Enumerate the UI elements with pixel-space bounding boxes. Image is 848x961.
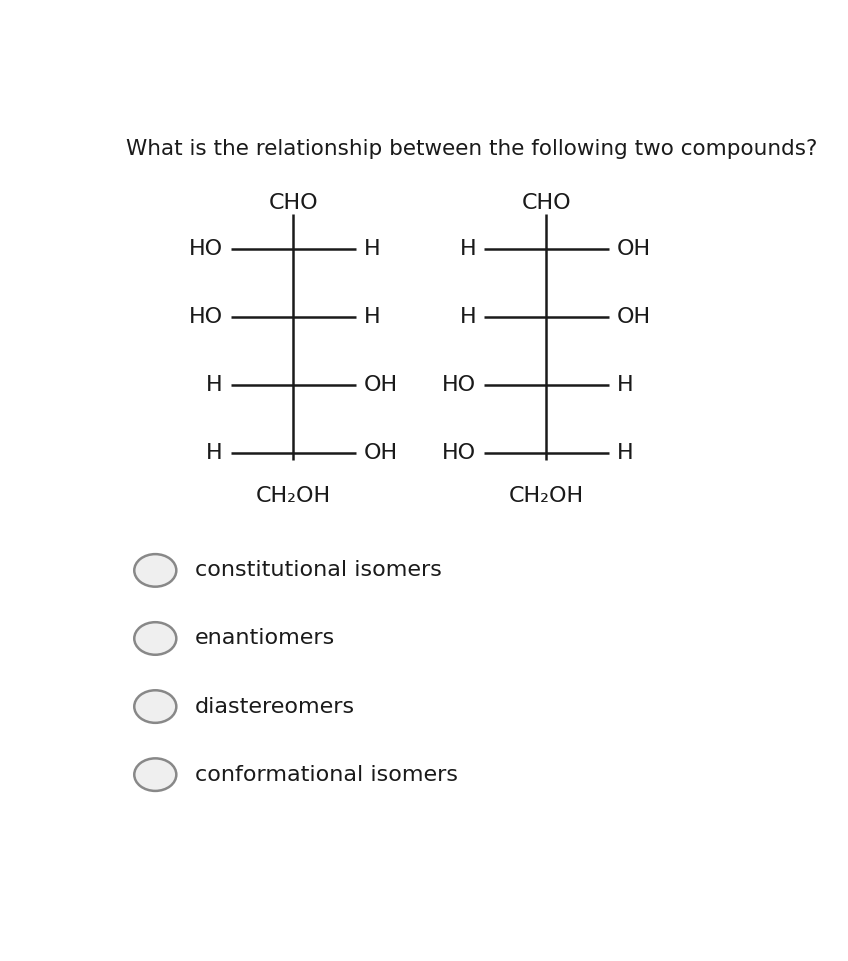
Text: OH: OH — [364, 443, 398, 463]
Text: conformational isomers: conformational isomers — [195, 765, 458, 784]
Text: H: H — [616, 443, 633, 463]
Text: OH: OH — [616, 238, 650, 259]
Text: H: H — [616, 375, 633, 395]
Text: OH: OH — [364, 375, 398, 395]
Text: CH₂OH: CH₂OH — [256, 486, 331, 506]
Text: H: H — [364, 238, 380, 259]
Text: H: H — [460, 307, 476, 327]
Text: H: H — [460, 238, 476, 259]
Text: constitutional isomers: constitutional isomers — [195, 560, 442, 580]
Text: HO: HO — [442, 375, 476, 395]
Text: HO: HO — [189, 307, 223, 327]
Ellipse shape — [134, 554, 176, 586]
Text: What is the relationship between the following two compounds?: What is the relationship between the fol… — [126, 139, 817, 159]
Text: HO: HO — [189, 238, 223, 259]
Ellipse shape — [134, 622, 176, 654]
Text: CHO: CHO — [269, 193, 318, 213]
Text: OH: OH — [616, 307, 650, 327]
Text: CHO: CHO — [522, 193, 572, 213]
Text: HO: HO — [442, 443, 476, 463]
Text: H: H — [206, 375, 223, 395]
Text: H: H — [364, 307, 380, 327]
Text: diastereomers: diastereomers — [195, 697, 354, 717]
Ellipse shape — [134, 690, 176, 723]
Text: enantiomers: enantiomers — [195, 628, 335, 649]
Ellipse shape — [134, 758, 176, 791]
Text: H: H — [206, 443, 223, 463]
Text: CH₂OH: CH₂OH — [509, 486, 584, 506]
